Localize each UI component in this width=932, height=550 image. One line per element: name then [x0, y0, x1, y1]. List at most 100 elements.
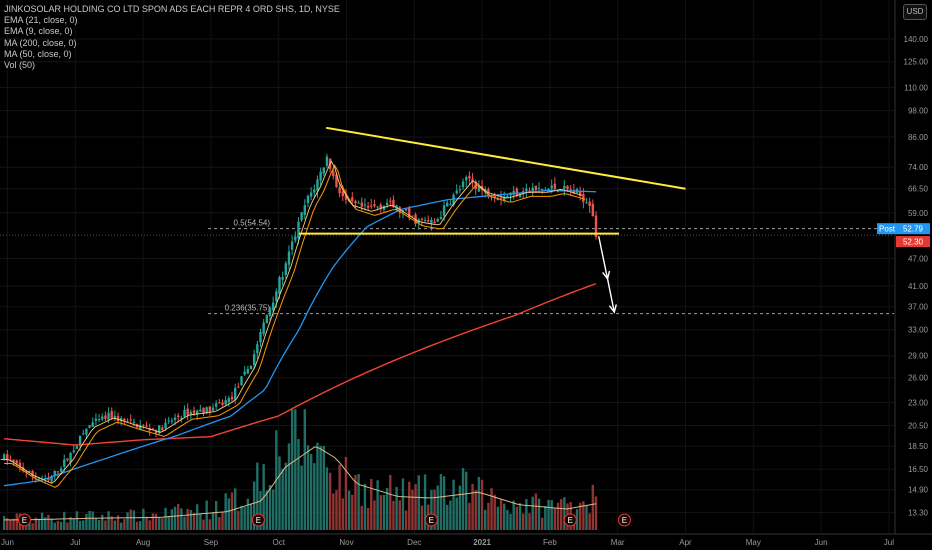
- currency-button[interactable]: USD: [903, 4, 927, 20]
- symbol-title[interactable]: JINKOSOLAR HOLDING CO LTD SPON ADS EACH …: [4, 4, 340, 14]
- volume-bar: [148, 520, 151, 530]
- candle-body: [408, 207, 411, 217]
- earnings-marker: [617, 513, 631, 527]
- legend-ma50[interactable]: MA (50, close, 0): [4, 48, 72, 59]
- candle-body: [252, 354, 256, 366]
- time-tick-label: Sep: [204, 538, 219, 547]
- volume-bar: [408, 481, 411, 530]
- time-tick-label: Jul: [70, 538, 80, 547]
- candle-body: [442, 205, 446, 216]
- candle-body: [94, 418, 98, 421]
- candle-body: [344, 195, 348, 200]
- price-tick-label: 66.50: [908, 185, 929, 194]
- legend-ema21[interactable]: EMA (21, close, 0): [4, 15, 78, 26]
- volume-bar: [487, 502, 490, 530]
- volume-bar: [145, 516, 148, 530]
- candle-body: [233, 388, 237, 400]
- volume-bar: [503, 503, 506, 530]
- arrow-line: [598, 236, 609, 279]
- volume-bar: [335, 490, 338, 530]
- volume-bar: [85, 513, 88, 530]
- volume-bar: [468, 502, 471, 530]
- candle-body: [88, 425, 91, 428]
- candle-body: [72, 450, 75, 453]
- candle-body: [540, 188, 544, 190]
- candle-body: [167, 420, 170, 422]
- candle-body: [195, 410, 199, 415]
- close-price-badge: [896, 236, 930, 248]
- volume-bar: [104, 520, 107, 530]
- candle-body: [82, 433, 85, 435]
- volume-bar: [534, 493, 538, 530]
- volume-bar: [123, 518, 126, 530]
- candle-body: [281, 276, 284, 280]
- candle-body: [243, 371, 246, 375]
- candle-body: [218, 402, 221, 404]
- volume-bar: [328, 472, 332, 530]
- candle-body: [192, 410, 196, 414]
- volume-bar: [259, 491, 262, 530]
- drawing-annotations: [299, 126, 686, 314]
- time-tick-label: Jun: [1, 538, 14, 547]
- candle-body: [66, 458, 69, 461]
- volume-bar: [341, 498, 344, 530]
- volume-bar: [303, 409, 307, 530]
- volume-bar: [496, 506, 500, 530]
- candle-body: [259, 332, 262, 343]
- time-tick-label: Jun: [815, 538, 828, 547]
- volume-bar: [211, 512, 215, 530]
- fibonacci-levels: 0.5(54.54) 0.236(35.75): [0, 219, 894, 315]
- volume-bar: [170, 509, 174, 530]
- price-tick-label: 140.00: [904, 35, 929, 44]
- candle-body: [347, 199, 351, 201]
- volume-bar: [135, 521, 139, 530]
- price-tick-label: 37.00: [908, 303, 929, 312]
- volume-bar: [37, 518, 41, 530]
- legend-ma200[interactable]: MA (200, close, 0): [4, 37, 77, 48]
- volume-bar: [151, 513, 155, 530]
- volume-bar: [382, 494, 386, 530]
- volume-bar: [578, 502, 582, 530]
- earnings-marker-label: E: [622, 516, 627, 525]
- candle-body: [582, 194, 585, 202]
- volume-bar: [493, 494, 496, 530]
- legend-ema9[interactable]: EMA (9, close, 0): [4, 26, 73, 37]
- volume-bar: [82, 520, 85, 530]
- candle-body: [69, 453, 72, 463]
- legend-vol[interactable]: Vol (50): [4, 60, 36, 71]
- volume-bar: [417, 475, 420, 530]
- volume-bar: [271, 489, 275, 530]
- volume-bar: [506, 509, 509, 530]
- candle-body: [556, 191, 560, 193]
- volume-bar: [294, 409, 297, 530]
- volume-bar: [158, 517, 161, 530]
- candle-body: [354, 200, 357, 204]
- time-tick-label: May: [746, 538, 761, 547]
- candle-body: [170, 420, 174, 422]
- volume-bar: [205, 500, 208, 530]
- candle-body: [262, 322, 265, 334]
- candle-body: [18, 462, 22, 467]
- candle-body: [28, 470, 31, 472]
- volume-bar: [522, 513, 525, 530]
- fib-label: 0.236(35.75): [225, 304, 271, 313]
- volume-bar: [94, 517, 98, 530]
- candle-body: [180, 417, 183, 419]
- price-scale[interactable]: 140.00 125.00 110.00 98.00 86.00 74.00 66.50 59…: [894, 0, 929, 534]
- candle-body: [59, 468, 63, 472]
- time-scale[interactable]: Jun Jul Aug Sep Oct Nov Dec 2021 Feb Mar Apr May Jun…: [0, 533, 932, 547]
- candle-body: [126, 420, 129, 422]
- candle-body: [113, 415, 117, 419]
- candle-body: [357, 202, 360, 204]
- time-tick-label: Nov: [339, 538, 353, 547]
- candle-body: [427, 220, 430, 222]
- candle-body: [15, 460, 18, 464]
- candle-body: [107, 412, 110, 420]
- close-price-value: 52.30: [903, 238, 924, 247]
- candle-body: [512, 190, 515, 195]
- volume-bar: [347, 490, 351, 530]
- candle-body: [211, 407, 215, 411]
- candle-body: [465, 177, 468, 181]
